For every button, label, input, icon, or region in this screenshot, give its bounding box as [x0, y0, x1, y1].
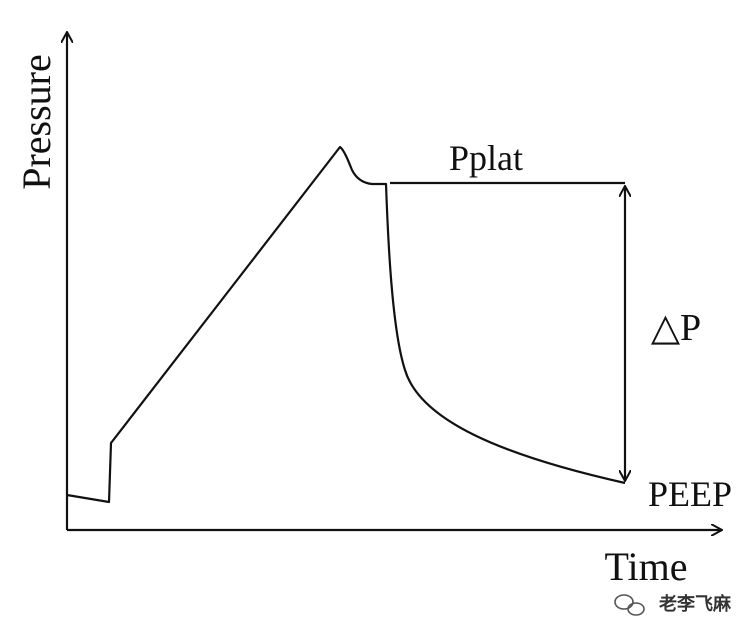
plateau-label: Pplat: [449, 138, 523, 178]
y-axis-label: Pressure: [14, 54, 59, 190]
watermark-icon: [614, 594, 645, 616]
delta-label: △P: [651, 307, 701, 349]
pressure-curve: [66, 145, 626, 504]
x-axis-label: Time: [604, 544, 687, 589]
peep-label: PEEP: [648, 474, 732, 514]
watermark: 老李飞麻: [659, 593, 732, 615]
